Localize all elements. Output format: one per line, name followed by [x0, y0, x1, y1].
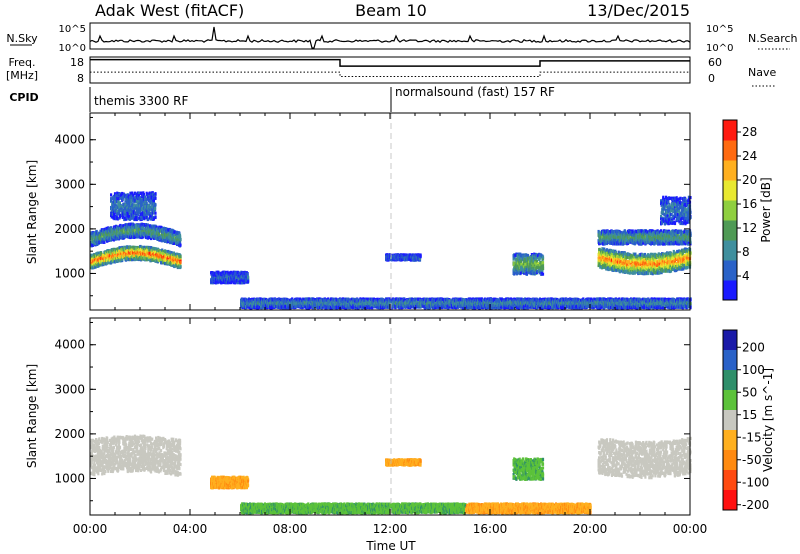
freq-label: Freq. [8, 56, 35, 69]
freq-tick-bottom: 8 [77, 72, 84, 85]
nsearch-tick-top: 10^5 [706, 24, 733, 35]
echo-cell [179, 244, 181, 247]
freq-panel: Freq. [MHz] 18 8 60 0 Nave [6, 56, 777, 86]
nsky-trace [90, 27, 690, 48]
echo-cell [179, 255, 181, 258]
freq-tick-top: 18 [70, 56, 84, 69]
cpid-panel: CPID themis 3300 RF normalsound (fast) 1… [9, 85, 555, 112]
nave-label: Nave [748, 66, 776, 79]
echo-cell [110, 193, 112, 196]
cpid-label: CPID [9, 91, 38, 104]
nave-tick-bottom: 0 [708, 72, 715, 85]
echo-cell [147, 236, 149, 239]
echo-cell [119, 201, 121, 204]
echo-cell [179, 234, 181, 237]
station-title: Adak West (fitACF) [95, 1, 244, 20]
echo-cell [179, 238, 181, 241]
date-title: 13/Dec/2015 [587, 1, 690, 20]
freq-unit-label: [MHz] [6, 69, 38, 82]
nave-tick-top: 60 [708, 56, 722, 69]
nsearch-label: N.Search [748, 32, 798, 45]
echo-cell [179, 265, 181, 268]
nsky-label: N.Sky [6, 32, 38, 45]
nsky-tick-top: 10^5 [59, 24, 86, 35]
nsky-panel: N.Sky 10^5 10^0 10^5 10^0 N.Search [6, 23, 797, 54]
freq-line [90, 60, 690, 67]
beam-title: Beam 10 [355, 1, 427, 20]
freq-lines [90, 60, 690, 77]
echo-cell [179, 261, 181, 264]
radar-summary-figure: Adak West (fitACF) Beam 10 13/Dec/2015 N… [0, 0, 800, 554]
nsky-tick-bottom: 10^0 [59, 43, 86, 54]
nsearch-tick-bottom: 10^0 [706, 43, 733, 54]
cpid-program-1: themis 3300 RF [94, 94, 188, 108]
cpid-program-2: normalsound (fast) 157 RF [395, 85, 555, 99]
nave-line [90, 72, 690, 76]
